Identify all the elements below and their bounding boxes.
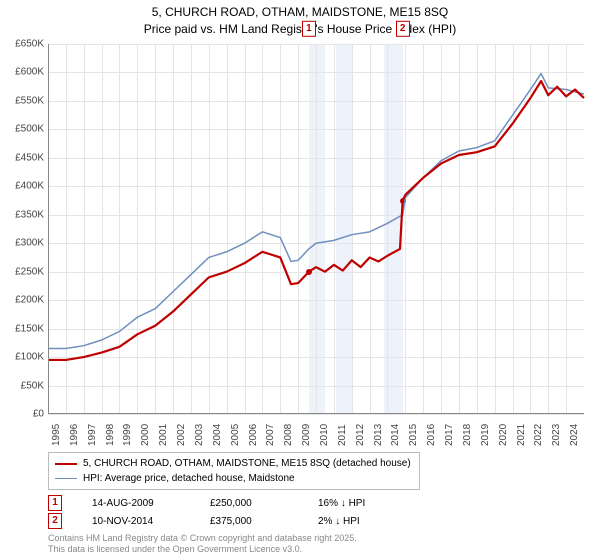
- x-tick-label: 2002: [176, 424, 187, 446]
- footer: Contains HM Land Registry data © Crown c…: [48, 533, 357, 556]
- x-tick-label: 2001: [158, 424, 169, 446]
- y-tick-label: £50K: [0, 380, 44, 391]
- legend-label: HPI: Average price, detached house, Maid…: [83, 471, 295, 486]
- y-tick-label: £100K: [0, 352, 44, 363]
- sale-delta: 16% ↓ HPI: [318, 498, 365, 509]
- sale-price: £375,000: [210, 516, 300, 527]
- x-axis-line: [48, 413, 584, 414]
- footer-line-1: Contains HM Land Registry data © Crown c…: [48, 533, 357, 545]
- sale-date: 14-AUG-2009: [92, 498, 192, 509]
- x-tick-label: 2019: [480, 424, 491, 446]
- x-tick-label: 2024: [569, 424, 580, 446]
- x-tick-label: 2005: [230, 424, 241, 446]
- legend: 5, CHURCH ROAD, OTHAM, MAIDSTONE, ME15 8…: [48, 452, 420, 490]
- x-tick-label: 2012: [355, 424, 366, 446]
- y-tick-label: £350K: [0, 209, 44, 220]
- legend-swatch: [55, 463, 77, 465]
- x-tick-label: 2023: [551, 424, 562, 446]
- sale-row: 2 10-NOV-2014 £375,000 2% ↓ HPI: [48, 512, 365, 530]
- y-tick-label: £450K: [0, 152, 44, 163]
- y-tick-label: £0: [0, 409, 44, 420]
- x-tick-label: 2003: [194, 424, 205, 446]
- sale-date: 10-NOV-2014: [92, 516, 192, 527]
- x-tick-label: 1997: [87, 424, 98, 446]
- y-tick-label: £500K: [0, 124, 44, 135]
- y-tick-label: £650K: [0, 39, 44, 50]
- x-tick-label: 2016: [426, 424, 437, 446]
- x-tick-label: 1996: [69, 424, 80, 446]
- y-tick-label: £150K: [0, 323, 44, 334]
- legend-item: HPI: Average price, detached house, Maid…: [55, 471, 411, 486]
- marker-label: 2: [396, 21, 410, 37]
- x-tick-label: 2000: [140, 424, 151, 446]
- x-tick-label: 2014: [390, 424, 401, 446]
- footer-line-2: This data is licensed under the Open Gov…: [48, 544, 357, 556]
- x-tick-label: 2009: [301, 424, 312, 446]
- chart-area: £0£50K£100K£150K£200K£250K£300K£350K£400…: [48, 44, 584, 414]
- y-axis-line: [48, 44, 49, 414]
- x-tick-label: 2017: [444, 424, 455, 446]
- series-price_paid: [48, 81, 584, 360]
- y-tick-label: £250K: [0, 266, 44, 277]
- x-tick-label: 2008: [283, 424, 294, 446]
- x-tick-label: 2021: [516, 424, 527, 446]
- sale-delta: 2% ↓ HPI: [318, 516, 360, 527]
- series-hpi: [48, 74, 584, 349]
- x-tick-label: 2007: [265, 424, 276, 446]
- x-tick-label: 2018: [462, 424, 473, 446]
- chart-lines: [48, 44, 584, 414]
- x-tick-label: 2020: [498, 424, 509, 446]
- x-tick-label: 2010: [319, 424, 330, 446]
- x-tick-label: 1995: [51, 424, 62, 446]
- legend-swatch: [55, 478, 77, 479]
- y-tick-label: £400K: [0, 181, 44, 192]
- x-tick-label: 1999: [122, 424, 133, 446]
- sale-row: 1 14-AUG-2009 £250,000 16% ↓ HPI: [48, 494, 365, 512]
- y-tick-label: £300K: [0, 238, 44, 249]
- title-block: 5, CHURCH ROAD, OTHAM, MAIDSTONE, ME15 8…: [0, 0, 600, 38]
- y-tick-label: £200K: [0, 295, 44, 306]
- sales-table: 1 14-AUG-2009 £250,000 16% ↓ HPI 2 10-NOV-201…: [48, 494, 365, 530]
- x-tick-label: 2013: [373, 424, 384, 446]
- x-tick-label: 2006: [248, 424, 259, 446]
- x-tick-label: 1998: [105, 424, 116, 446]
- legend-item: 5, CHURCH ROAD, OTHAM, MAIDSTONE, ME15 8…: [55, 456, 411, 471]
- legend-label: 5, CHURCH ROAD, OTHAM, MAIDSTONE, ME15 8…: [83, 456, 411, 471]
- grid-line-h: [48, 414, 584, 415]
- x-tick-label: 2011: [337, 424, 348, 446]
- sale-marker: 1: [48, 495, 62, 511]
- x-tick-label: 2015: [408, 424, 419, 446]
- chart-container: 5, CHURCH ROAD, OTHAM, MAIDSTONE, ME15 8…: [0, 0, 600, 560]
- sale-price: £250,000: [210, 498, 300, 509]
- y-tick-label: £600K: [0, 67, 44, 78]
- title-line-2: Price paid vs. HM Land Registry's House …: [0, 21, 600, 38]
- sale-marker: 2: [48, 513, 62, 529]
- x-tick-label: 2004: [212, 424, 223, 446]
- title-line-1: 5, CHURCH ROAD, OTHAM, MAIDSTONE, ME15 8…: [0, 4, 600, 21]
- marker-label: 1: [302, 21, 316, 37]
- x-tick-label: 2022: [533, 424, 544, 446]
- y-tick-label: £550K: [0, 95, 44, 106]
